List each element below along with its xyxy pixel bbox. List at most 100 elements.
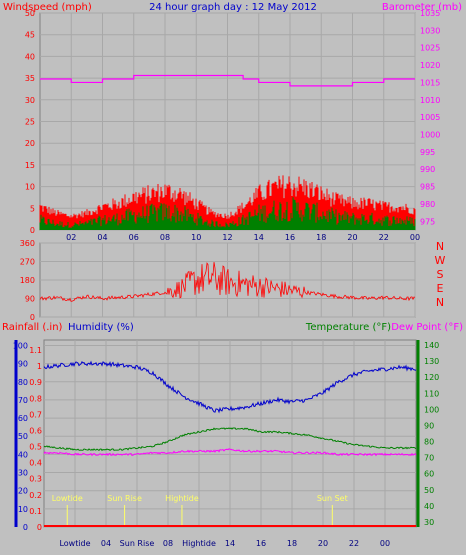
humidity-tick: 0 (23, 523, 28, 532)
temperature-tick: 120 (424, 373, 439, 382)
humidity-tick: 30 (18, 469, 28, 478)
panel3-x-tick: 14 (225, 539, 235, 548)
panel1-x-tick: 10 (191, 233, 201, 242)
event-label: Lowtide (52, 494, 83, 503)
rain-tick: 0.6 (29, 426, 42, 435)
humidity-tick: 70 (18, 396, 28, 405)
temperature-tick: 70 (424, 454, 434, 463)
temperature-tick: 30 (424, 518, 434, 527)
panel1-x-tick: 22 (379, 233, 389, 242)
panel1-x-tick: 00 (410, 233, 420, 242)
rain-tick: 0.1 (29, 507, 42, 516)
barometer-tick: 1010 (420, 96, 440, 105)
temperature-tick: 80 (424, 438, 434, 447)
compass-letter: S (437, 268, 444, 281)
rain-tick: 1.1 (29, 346, 42, 355)
panel1-x-tick: 12 (222, 233, 232, 242)
humidity-tick: 100 (13, 341, 28, 350)
direction-tick: 0 (30, 313, 35, 322)
barometer-tick: 1020 (420, 61, 440, 70)
barometer-tick: 1015 (420, 78, 440, 87)
dewpoint-label: Dew Point (°F) (391, 322, 463, 333)
rain-tick: 0.8 (29, 394, 42, 403)
event-label: Sun Rise (107, 494, 142, 503)
panel3-x-tick: 20 (318, 539, 328, 548)
rain-tick: 0.5 (29, 443, 42, 452)
humidity-tick: 40 (18, 450, 28, 459)
panel1-x-tick: 18 (316, 233, 326, 242)
rain-tick: 0 (37, 523, 42, 532)
direction-tick: 360 (20, 239, 35, 248)
barometer-label: Barometer (mb) (382, 2, 462, 13)
panel3-x-tick: Hightide (182, 539, 216, 548)
panel3-x-tick: 04 (101, 539, 111, 548)
barometer-tick: 1000 (420, 131, 440, 140)
humidity-tick: 80 (18, 378, 28, 387)
panel3-x-tick: 08 (163, 539, 173, 548)
temperature-tick: 50 (424, 486, 434, 495)
panel2-grid (40, 242, 416, 318)
panel3-x-tick: Lowtide (59, 539, 90, 548)
panel1-x-tick: 04 (97, 233, 107, 242)
windspeed-tick: 50 (25, 9, 35, 18)
windspeed-tick: 25 (25, 118, 35, 127)
temperature-tick: 100 (424, 405, 439, 414)
panel3-x-tick: 18 (287, 539, 297, 548)
barometer-tick: 985 (420, 183, 435, 192)
humidity-tick: 10 (18, 505, 28, 514)
compass-letter: E (437, 282, 444, 295)
windspeed-tick: 10 (25, 183, 35, 192)
panel1-x-tick: 02 (66, 233, 76, 242)
panel1-x-tick: 06 (129, 233, 139, 242)
humidity-tick: 50 (18, 432, 28, 441)
compass-letter: W (435, 254, 446, 267)
direction-tick: 270 (20, 258, 35, 267)
rain-tick: 0.2 (29, 491, 42, 500)
direction-tick: 90 (25, 295, 35, 304)
barometer-tick: 990 (420, 165, 435, 174)
dewpoint-series (43, 448, 417, 457)
panel3-x-tick: 00 (380, 539, 390, 548)
humidity-series (43, 360, 417, 414)
humidity-label: Humidity (%) (68, 322, 134, 333)
windspeed-series (39, 197, 416, 230)
barometer-tick: 975 (420, 217, 435, 226)
windspeed-tick: 0 (30, 226, 35, 235)
panel3-x-tick: Sun Rise (120, 539, 155, 548)
direction-tick: 180 (20, 276, 35, 285)
temperature-tick: 90 (424, 421, 434, 430)
rain-tick: 0.4 (29, 459, 42, 468)
temperature-series (43, 427, 417, 452)
temperature-tick: 130 (424, 357, 439, 366)
barometer-tick: 1035 (420, 9, 440, 18)
windspeed-tick: 40 (25, 52, 35, 61)
panel3-x-tick: 22 (349, 539, 359, 548)
temperature-tick: 110 (424, 389, 439, 398)
event-label: Sun Set (317, 494, 348, 503)
humidity-tick: 60 (18, 414, 28, 423)
humidity-tick: 20 (18, 487, 28, 496)
rain-tick: 0.3 (29, 475, 42, 484)
windspeed-tick: 35 (25, 74, 35, 83)
barometer-tick: 1025 (420, 44, 440, 53)
windspeed-tick: 45 (25, 31, 35, 40)
panel1-x-tick: 08 (160, 233, 170, 242)
windspeed-tick: 5 (30, 204, 35, 213)
temperature-label: Temperature (°F) (305, 322, 391, 333)
barometer-tick: 1030 (420, 26, 440, 35)
windspeed-label: Windspeed (mph) (3, 2, 92, 13)
humidity-tick: 90 (18, 360, 28, 369)
compass-letter: N (436, 240, 444, 253)
panel1-x-tick: 16 (285, 233, 295, 242)
windspeed-tick: 15 (25, 161, 35, 170)
rain-tick: 0.9 (29, 378, 42, 387)
panel1-series (39, 74, 416, 230)
windspeed-tick: 30 (25, 96, 35, 105)
temperature-tick: 60 (424, 470, 434, 479)
direction-series (39, 262, 416, 302)
temperature-tick: 40 (424, 502, 434, 511)
rain-tick: 0.7 (29, 410, 42, 419)
rainfall-label: Rainfall (.in) (2, 322, 63, 333)
